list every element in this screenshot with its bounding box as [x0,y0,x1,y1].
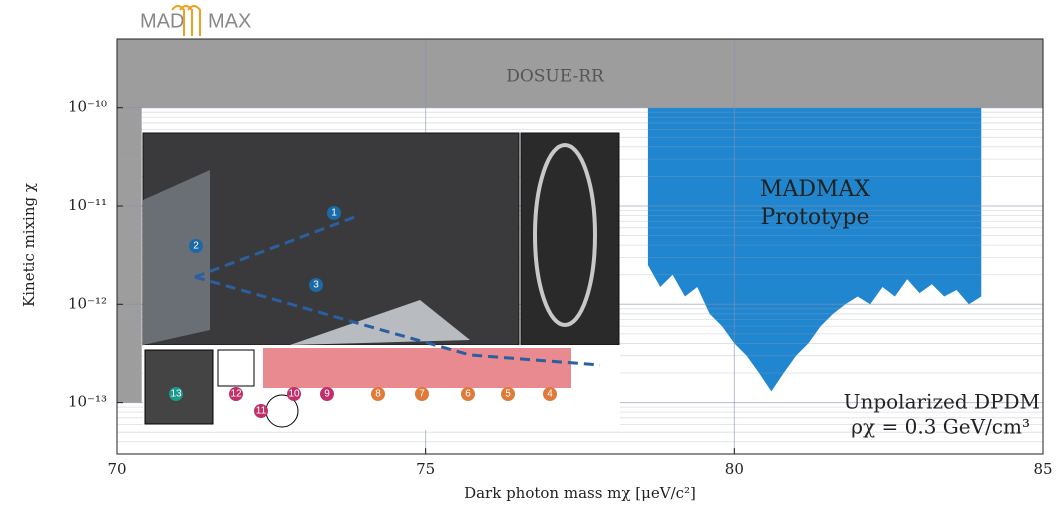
photo-label: 7 [419,389,425,400]
exclusion-area [647,107,982,392]
y-tick-label: 10⁻¹² [68,294,107,312]
label-dot [415,387,429,401]
diagram-chain [263,348,571,388]
x-tick-label: 80 [725,460,744,478]
label-dot [320,387,334,401]
photo-label: 6 [465,389,471,400]
photo-label: 2 [193,241,199,252]
exclusion-area [117,39,1043,403]
label-dot [254,404,268,418]
y-tick-label: 10⁻¹⁰ [68,98,107,116]
photo-label: 4 [547,389,553,400]
label-dot [543,387,557,401]
photo-horn [290,300,470,345]
photo-label: 13 [170,389,182,400]
label-dot [461,387,475,401]
signal-path [194,213,601,367]
photo-label: 3 [313,280,319,291]
photo-label: 11 [256,406,267,417]
annotation: MADMAX [760,177,870,202]
logo-text: MAD [140,10,184,32]
label-dot [327,206,341,220]
label-dot [309,278,323,292]
annotation: Prototype [760,205,869,230]
logo-text: MAX [208,10,251,32]
label-dot [287,387,301,401]
photo-label: 5 [505,389,511,400]
annotation: DOSUE-RR [506,67,605,87]
photo-label: 1 [331,208,337,219]
label-dot [229,387,243,401]
photo-label: 12 [230,389,242,400]
y-tick-label: 10⁻¹³ [68,393,107,411]
y-axis-label: Kinetic mixing χ [20,183,38,307]
photo-label: 9 [324,389,330,400]
photo-inset: 1 2 3 4 5 6 7 8 9 10 11 12 13 [142,132,620,430]
photo-mirror [143,170,210,345]
label-dot [189,239,203,253]
label-dot [501,387,515,401]
label-dot [371,387,385,401]
annotation: Unpolarized DPDM [844,390,1040,414]
photo-booster [520,132,620,346]
y-tick-label: 10⁻¹¹ [68,196,107,214]
photo-disks [533,143,597,327]
photo-label: 8 [375,389,381,400]
x-tick-label: 75 [416,460,435,478]
x-tick-label: 70 [107,460,126,478]
label-dot [169,387,183,401]
filter-box [217,349,255,387]
daq-photo [144,349,214,425]
annotation: ρχ = 0.3 GeV/cm³ [851,415,1030,439]
plot-frame [116,38,1044,455]
x-tick-label: 85 [1033,460,1052,478]
photo-label: 10 [288,389,300,400]
logo-coil [171,5,201,36]
x-axis-label: Dark photon mass mχ [μeV/c²] [464,484,696,502]
